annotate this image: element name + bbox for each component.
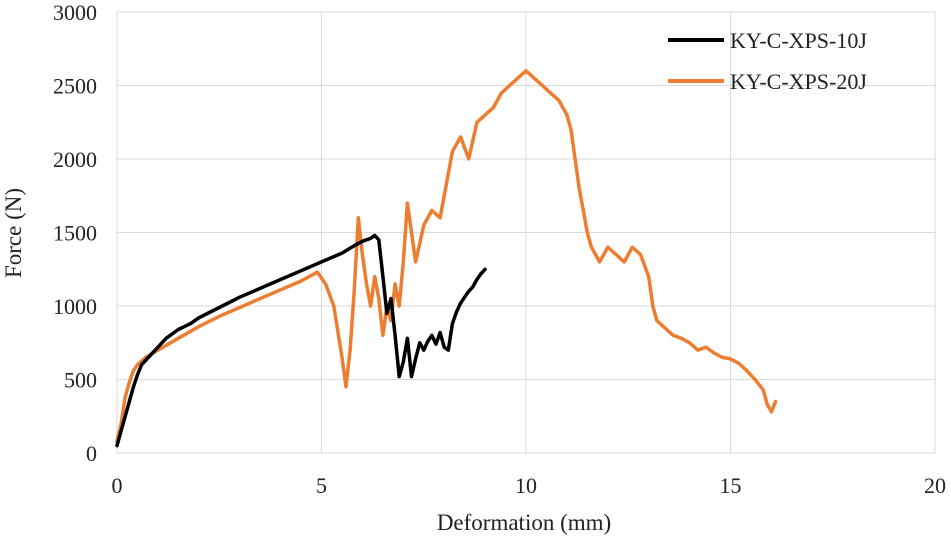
y-tick-label: 500: [64, 368, 97, 393]
x-tick-label: 15: [720, 473, 742, 498]
y-tick-label: 3000: [53, 0, 97, 25]
legend-label-ky-c-xps-10j: KY-C-XPS-10J: [730, 28, 867, 53]
x-tick-label: 10: [515, 473, 537, 498]
x-tick-label: 20: [924, 473, 946, 498]
legend-label-ky-c-xps-20j: KY-C-XPS-20J: [730, 69, 867, 94]
y-tick-label: 1500: [53, 221, 97, 246]
x-axis-title: Deformation (mm): [437, 510, 611, 535]
series-line-ky-c-xps-10j: [115, 233, 487, 448]
axes: [116, 12, 935, 454]
plot-area: [115, 69, 778, 448]
y-tick-label: 1000: [53, 294, 97, 319]
y-tick-label: 2000: [53, 147, 97, 172]
x-tick-label: 0: [112, 473, 123, 498]
series-line-ky-c-xps-20j: [115, 69, 778, 443]
legend: KY-C-XPS-10J KY-C-XPS-20J: [668, 28, 867, 94]
x-tick-label: 5: [316, 473, 327, 498]
y-tick-label: 2500: [53, 74, 97, 99]
y-tick-label: 0: [86, 441, 97, 466]
y-axis-title: Force (N): [1, 188, 26, 278]
gridlines: [117, 11, 936, 453]
tick-labels: 0 500 1000 1500 2000 2500 3000 0 5 10 15 20: [53, 0, 946, 498]
